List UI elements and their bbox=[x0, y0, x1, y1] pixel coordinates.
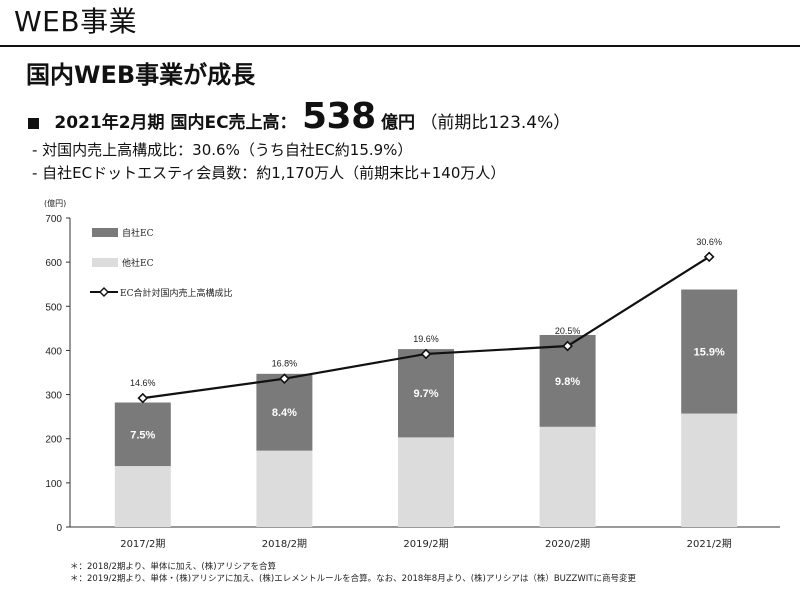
y-tick-label: 100 bbox=[45, 479, 62, 490]
legend-label-own-ec: 自社EC bbox=[122, 227, 154, 239]
bar-own-ec bbox=[256, 373, 313, 451]
bullet-composition-ratio: - 対国内売上高構成比：30.6%（うち自社EC約15.9%） bbox=[32, 141, 413, 159]
kpi-growth: （前期比123.4%） bbox=[420, 113, 571, 133]
kpi-prefix: 2021年2月期 国内EC売上高： bbox=[54, 113, 297, 133]
y-tick-label: 400 bbox=[45, 346, 62, 357]
bullet-member-count: - 自社ECドットエスティ会員数：約1,170万人（前期末比+140万人） bbox=[32, 164, 506, 182]
legend-swatch-other-ec bbox=[92, 258, 118, 267]
section-title: WEB事業 bbox=[14, 5, 138, 38]
ratio-label: 19.6% bbox=[413, 334, 439, 344]
bar-own-ec bbox=[681, 289, 738, 414]
ratio-marker bbox=[279, 373, 290, 385]
y-tick-label: 200 bbox=[45, 435, 62, 446]
ratio-label: 16.8% bbox=[272, 359, 298, 369]
bar-other-ec bbox=[398, 437, 454, 527]
ratio-label: 30.6% bbox=[696, 237, 722, 247]
bar-other-ec bbox=[256, 450, 313, 527]
bar-own-ec-label: 8.4% bbox=[272, 407, 297, 419]
kpi-unit: 億円 bbox=[381, 113, 416, 133]
x-tick-label: 2017/2期 bbox=[120, 538, 165, 550]
legend-swatch-own-ec bbox=[92, 228, 118, 237]
y-tick-label: 300 bbox=[45, 391, 62, 402]
legend-marker-ratio bbox=[99, 287, 109, 297]
chart: (億円) 0 100 200 300 400 500 600 700 7.5% 2017/2期 8.4… bbox=[44, 198, 780, 550]
footnote: ＊：2018/2期より、単体に加え、(株)アリシアを合算 bbox=[70, 562, 277, 572]
x-tick-label: 2019/2期 bbox=[403, 538, 448, 550]
bar-own-ec-label: 9.8% bbox=[555, 376, 580, 388]
bar-own-ec-label: 7.5% bbox=[130, 429, 155, 441]
ratio-marker bbox=[420, 348, 432, 360]
bar-own-ec-label: 9.7% bbox=[413, 388, 438, 400]
bar-own-ec bbox=[398, 349, 454, 438]
bar-other-ec bbox=[681, 413, 738, 527]
ratio-label: 14.6% bbox=[130, 378, 156, 388]
kpi-line: 2021年2月期 国内EC売上高： 538 億円 （前期比123.4%） bbox=[28, 96, 570, 140]
bar-own-ec bbox=[114, 402, 171, 467]
x-tick-label: 2020/2期 bbox=[545, 538, 590, 550]
ratio-marker bbox=[137, 392, 149, 404]
legend-label-ratio: EC合計対国内売上高構成比 bbox=[120, 287, 232, 299]
bar-other-ec bbox=[114, 466, 171, 527]
square-bullet-icon bbox=[28, 117, 39, 129]
y-tick-label: 600 bbox=[45, 258, 62, 269]
x-tick-label: 2018/2期 bbox=[262, 538, 307, 550]
title-divider bbox=[0, 45, 800, 47]
ratio-label: 20.5% bbox=[555, 326, 581, 336]
kpi-value: 538 bbox=[301, 96, 376, 137]
ratio-marker bbox=[562, 340, 573, 352]
y-tick-label: 700 bbox=[45, 214, 62, 225]
legend-label-other-ec: 他社EC bbox=[122, 257, 154, 269]
bar-other-ec bbox=[539, 426, 596, 527]
headline: 国内WEB事業が成長 bbox=[26, 61, 256, 89]
x-tick-label: 2021/2期 bbox=[687, 538, 732, 550]
y-tick-label: 0 bbox=[56, 523, 62, 534]
bar-own-ec-label: 15.9% bbox=[694, 347, 725, 359]
y-axis-unit: (億円) bbox=[44, 198, 66, 208]
ratio-marker bbox=[703, 251, 715, 263]
y-tick-label: 500 bbox=[45, 302, 62, 313]
footnote: ＊：2019/2期より、単体・(株)アリシアに加え、(株)エレメントルールを合算… bbox=[70, 574, 636, 584]
